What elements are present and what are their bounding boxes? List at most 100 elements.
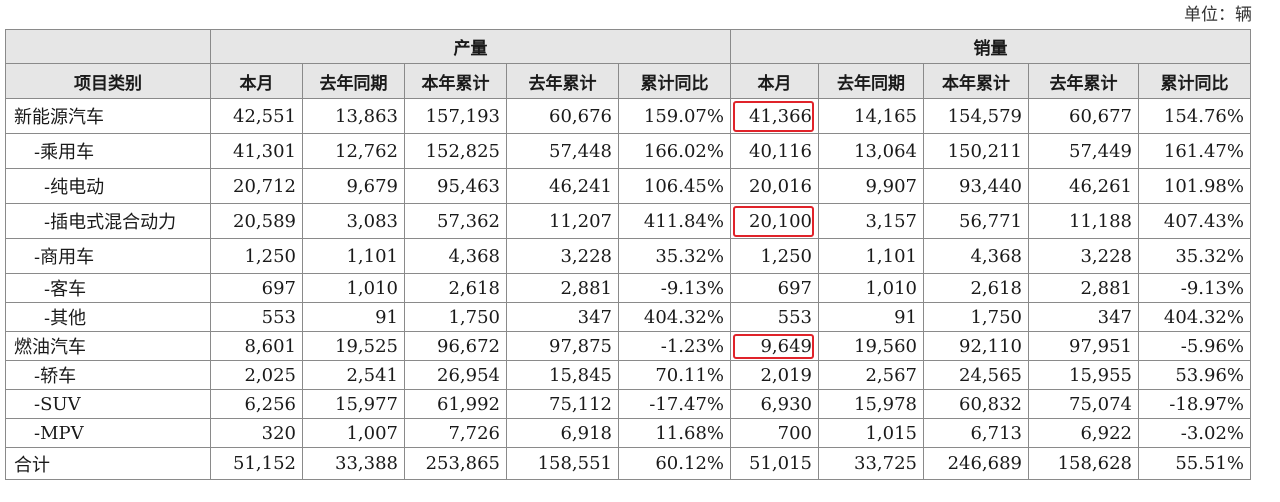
highlighted-cell: 9,649 <box>730 331 819 361</box>
table-cell: 4,368 <box>404 238 507 274</box>
table-cell: 157,193 <box>404 98 507 134</box>
header-corner <box>5 29 211 64</box>
table-cell: 3,157 <box>818 203 924 239</box>
table-row: 新能源汽车 42,551 13,863 157,193 60,676 159.07% 41,… <box>5 98 1251 134</box>
table-row: -MPV 320 1,007 7,726 6,918 11.68% 700 1,015 6,71… <box>5 418 1251 448</box>
table-cell: 411.84% <box>618 203 731 239</box>
row-label: -客车 <box>5 273 211 303</box>
table-cell: 51,015 <box>730 447 819 480</box>
table-cell: 33,725 <box>818 447 924 480</box>
table-cell: 93,440 <box>923 168 1029 204</box>
table-row: -轿车 2,025 2,541 26,954 15,845 70.11% 2,019 2,56… <box>5 360 1251 390</box>
column-header-production-2: 去年同期 <box>302 63 405 99</box>
table-cell: 20,016 <box>730 168 819 204</box>
table-row: -商用车 1,250 1,101 4,368 3,228 35.32% 1,250 1,101… <box>5 238 1251 274</box>
table-cell: -17.47% <box>618 389 731 419</box>
table-cell: 4,368 <box>923 238 1029 274</box>
table-row: -插电式混合动力 20,589 3,083 57,362 11,207 411.84% 20… <box>5 203 1251 239</box>
table-cell: 2,618 <box>404 273 507 303</box>
table-cell: 97,875 <box>506 331 619 361</box>
table-cell: 46,261 <box>1028 168 1139 204</box>
table-cell: 101.98% <box>1138 168 1251 204</box>
table-cell: -9.13% <box>1138 273 1251 303</box>
table-cell: 35.32% <box>618 238 731 274</box>
table-cell: 158,551 <box>506 447 619 480</box>
table-cell: 33,388 <box>302 447 405 480</box>
table-cell: 97,951 <box>1028 331 1139 361</box>
column-header-sales-3: 本年累计 <box>923 63 1029 99</box>
table-cell: 553 <box>210 302 303 332</box>
table-cell: 75,074 <box>1028 389 1139 419</box>
column-header-category: 项目类别 <box>5 63 211 99</box>
column-header-sales-5: 累计同比 <box>1138 63 1251 99</box>
table-cell: 2,541 <box>302 360 405 390</box>
table-cell: -9.13% <box>618 273 731 303</box>
table-cell: 51,152 <box>210 447 303 480</box>
table-cell: 6,922 <box>1028 418 1139 448</box>
table-cell: 553 <box>730 302 819 332</box>
table-cell: 19,525 <box>302 331 405 361</box>
table-cell: 57,362 <box>404 203 507 239</box>
table-cell: 60,676 <box>506 98 619 134</box>
table-cell: 14,165 <box>818 98 924 134</box>
table-cell: 150,211 <box>923 133 1029 169</box>
table-cell: 2,881 <box>506 273 619 303</box>
table-cell: 347 <box>1028 302 1139 332</box>
table-cell: 11,207 <box>506 203 619 239</box>
table-cell: 1,750 <box>404 302 507 332</box>
table-cell: 13,863 <box>302 98 405 134</box>
table-row: 合计 51,152 33,388 253,865 158,551 60.12% 51,015… <box>5 447 1251 480</box>
table-cell: 697 <box>730 273 819 303</box>
column-header-production-3: 本年累计 <box>404 63 507 99</box>
table-cell: 159.07% <box>618 98 731 134</box>
row-label: -插电式混合动力 <box>5 203 211 239</box>
table-cell: 61,992 <box>404 389 507 419</box>
row-label: -其他 <box>5 302 211 332</box>
column-header-row: 项目类别 本月 去年同期 本年累计 去年累计 累计同比 本月 去年同期 本年累计 去年累计 累计同比 <box>5 63 1251 99</box>
table-cell: 15,977 <box>302 389 405 419</box>
table-cell: 166.02% <box>618 133 731 169</box>
row-label: -SUV <box>5 389 211 419</box>
table-cell: 154.76% <box>1138 98 1251 134</box>
table-cell: 9,679 <box>302 168 405 204</box>
table-cell: 11.68% <box>618 418 731 448</box>
unit-label: 单位：辆 <box>1184 5 1252 25</box>
table-cell: 1,101 <box>818 238 924 274</box>
table-cell: 106.45% <box>618 168 731 204</box>
table-cell: 161.47% <box>1138 133 1251 169</box>
table-cell: 96,672 <box>404 331 507 361</box>
row-label: -商用车 <box>5 238 211 274</box>
row-label: -纯电动 <box>5 168 211 204</box>
table-cell: 60.12% <box>618 447 731 480</box>
table-row: -纯电动 20,712 9,679 95,463 46,241 106.45% 20,016… <box>5 168 1251 204</box>
table-row: -乘用车 41,301 12,762 152,825 57,448 166.02% 40,1… <box>5 133 1251 169</box>
table-cell: -3.02% <box>1138 418 1251 448</box>
table-cell: 320 <box>210 418 303 448</box>
table-cell: 158,628 <box>1028 447 1139 480</box>
table-cell: 20,712 <box>210 168 303 204</box>
column-header-sales-4: 去年累计 <box>1028 63 1139 99</box>
table-cell: 1,010 <box>302 273 405 303</box>
column-header-production-5: 累计同比 <box>618 63 731 99</box>
table-cell: 13,064 <box>818 133 924 169</box>
table-cell: 57,448 <box>506 133 619 169</box>
table-cell: 41,301 <box>210 133 303 169</box>
table-cell: 2,025 <box>210 360 303 390</box>
row-label: 燃油汽车 <box>5 331 211 361</box>
table-cell: 70.11% <box>618 360 731 390</box>
table-body: 新能源汽车 42,551 13,863 157,193 60,676 159.07% 41,… <box>5 98 1251 480</box>
row-label: 合计 <box>5 447 211 480</box>
table-row: -SUV 6,256 15,977 61,992 75,112 -17.47% 6,930 1… <box>5 389 1251 419</box>
table-cell: 6,930 <box>730 389 819 419</box>
table-cell: 75,112 <box>506 389 619 419</box>
table-cell: 404.32% <box>1138 302 1251 332</box>
table-cell: 15,845 <box>506 360 619 390</box>
table-cell: 92,110 <box>923 331 1029 361</box>
table-cell: 40,116 <box>730 133 819 169</box>
table-cell: 46,241 <box>506 168 619 204</box>
column-header-production-4: 去年累计 <box>506 63 619 99</box>
table-cell: 15,955 <box>1028 360 1139 390</box>
table-cell: 24,565 <box>923 360 1029 390</box>
table-cell: 1,010 <box>818 273 924 303</box>
table-cell: 6,256 <box>210 389 303 419</box>
